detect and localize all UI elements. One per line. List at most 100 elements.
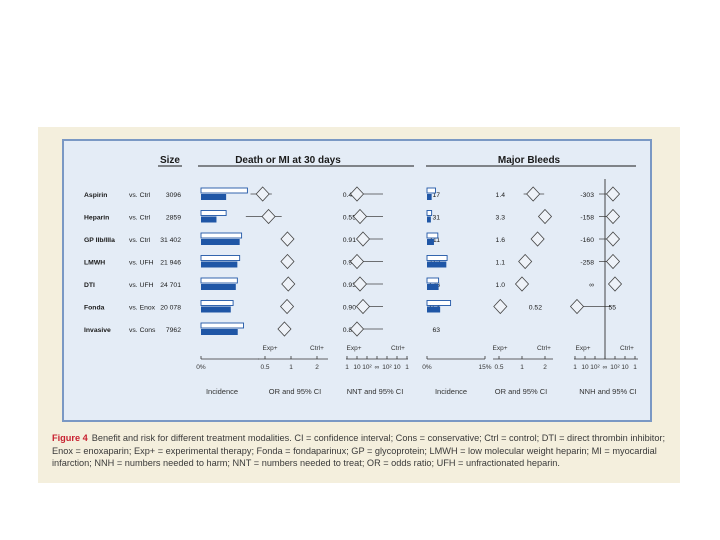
row-size: 2859 bbox=[166, 215, 181, 222]
death-or-diamond bbox=[281, 276, 296, 292]
death-incidence-exp-bar bbox=[200, 300, 234, 306]
forest-plot: Size Death or MI at 30 days Major Bleeds… bbox=[84, 155, 638, 396]
row-size: 3096 bbox=[166, 192, 181, 199]
bleed-incidence-ctrl-bar bbox=[427, 239, 434, 245]
nnh-diamond bbox=[607, 276, 623, 292]
nnh-value: ∞ bbox=[589, 282, 594, 289]
nnh-axis-tick-label: 1 bbox=[633, 364, 637, 371]
nnt-diamond bbox=[355, 298, 371, 315]
death-or-value: 0.47 bbox=[343, 192, 356, 199]
death-or-value: 0.90 bbox=[343, 305, 356, 312]
bleed-incidence-exp-bar bbox=[426, 277, 440, 284]
row-comparator: vs. UFH bbox=[129, 282, 154, 289]
bleed-or-value: 1.1 bbox=[496, 260, 506, 267]
bleed-incidence-exp-bar bbox=[426, 210, 433, 216]
nnt-exp-label: Exp+ bbox=[347, 345, 362, 352]
death-or-value: 0.91 bbox=[343, 237, 356, 244]
bleed-or-axis-tick-label: 1 bbox=[520, 364, 524, 371]
nnt-value: 63 bbox=[432, 327, 440, 334]
header-size: Size bbox=[160, 155, 180, 166]
death-or-diamond bbox=[277, 321, 292, 337]
row-comparator: vs. Ctrl bbox=[129, 237, 151, 244]
row-size: 21 946 bbox=[160, 260, 181, 267]
nnt-diamond bbox=[349, 253, 365, 270]
bleed-or-axis-tick-label: 2 bbox=[543, 364, 547, 371]
nnh-axis-label: NNH and 95% CI bbox=[579, 387, 637, 396]
death-incidence-ctrl-bar bbox=[201, 284, 236, 290]
row-size: 20 078 bbox=[160, 305, 181, 312]
bleed-or-diamond bbox=[526, 186, 541, 202]
death-or-value: 0.93 bbox=[343, 282, 356, 289]
bleed-or-diamond bbox=[530, 231, 545, 247]
death-or-diamond bbox=[280, 298, 295, 315]
death-or-ctrl-label: Ctrl+ bbox=[310, 345, 324, 352]
death-incidence-exp-bar bbox=[200, 232, 243, 239]
bleed-incidence-axis-tick-label: 15% bbox=[478, 364, 491, 371]
nnt-diamond bbox=[355, 231, 371, 247]
bleed-or-ctrl-label: Ctrl+ bbox=[537, 345, 551, 352]
death-incidence-exp-bar bbox=[200, 322, 244, 329]
row-name: Fonda bbox=[84, 305, 105, 312]
bleed-incidence-axis-tick-label: 0% bbox=[422, 364, 432, 371]
forest-row: Invasive vs. Cons 7962 0.84 63 bbox=[84, 321, 440, 337]
caption-label: Figure 4 bbox=[52, 433, 88, 443]
header-death-mi: Death or MI at 30 days bbox=[235, 155, 341, 166]
death-incidence-ctrl-bar bbox=[201, 306, 231, 313]
death-or-axis-tick-label: 2 bbox=[315, 364, 319, 371]
death-or-diamond bbox=[280, 231, 295, 247]
nnh-value: -258 bbox=[580, 260, 594, 267]
death-incidence-ctrl-bar bbox=[201, 329, 238, 335]
death-incidence-ctrl-bar bbox=[201, 194, 227, 200]
death-or-axis-label: OR and 95% CI bbox=[269, 387, 322, 396]
nnh-diamond bbox=[605, 253, 621, 270]
death-or-value: 0.91 bbox=[343, 260, 356, 267]
nnt-axis-tick-label: 10² bbox=[362, 364, 372, 371]
row-comparator: vs. Cons bbox=[129, 327, 156, 334]
row-comparator: vs. Enox bbox=[129, 305, 156, 312]
row-name: LMWH bbox=[84, 260, 105, 267]
bleed-or-diamond bbox=[537, 208, 553, 225]
bleed-or-axis-label: OR and 95% CI bbox=[495, 387, 548, 396]
nnt-axis-tick-label: ∞ bbox=[375, 364, 380, 371]
nnh-diamond bbox=[605, 231, 621, 247]
death-incidence-ctrl-bar bbox=[201, 261, 238, 268]
bleed-incidence-exp-bar bbox=[426, 187, 436, 194]
death-or-axis-tick-label: 1 bbox=[289, 364, 293, 371]
row-comparator: vs. Ctrl bbox=[129, 215, 151, 222]
nnh-axis-tick-label: 10² bbox=[610, 364, 620, 371]
figure-caption: Figure 4 Benefit and risk for different t… bbox=[52, 432, 672, 470]
nnh-value: -158 bbox=[580, 215, 594, 222]
row-name: Heparin bbox=[84, 215, 109, 222]
death-incidence-exp-bar bbox=[200, 187, 248, 194]
bleed-incidence-axis-label: Incidence bbox=[435, 387, 467, 396]
bleed-or-diamond bbox=[493, 298, 508, 315]
bleed-incidence-ctrl-bar bbox=[427, 284, 439, 290]
bleed-incidence-ctrl-bar bbox=[427, 194, 432, 200]
forest-row: GP IIb/IIIa vs. Ctrl 31 402 0.91 111 1.6 -160 bbox=[84, 231, 621, 247]
death-or-value: 0.55 bbox=[343, 215, 356, 222]
bleed-or-value: 1.0 bbox=[496, 282, 506, 289]
bleed-incidence-ctrl-bar bbox=[427, 216, 431, 223]
forest-row: Aspirin vs. Ctrl 3096 0.47 17 1.4 -303 bbox=[84, 186, 621, 202]
nnh-diamond bbox=[605, 186, 621, 202]
death-incidence-exp-bar bbox=[200, 255, 241, 261]
row-name: GP IIb/IIIa bbox=[84, 237, 115, 244]
row-name: Invasive bbox=[84, 327, 111, 334]
header-major-bleeds: Major Bleeds bbox=[498, 155, 561, 166]
bleed-incidence-ctrl-bar bbox=[427, 261, 447, 268]
nnh-ctrl-label: Ctrl+ bbox=[620, 345, 634, 352]
nnt-axis-tick-label: 10 bbox=[393, 364, 401, 371]
nnt-value: 17 bbox=[432, 192, 440, 199]
death-or-exp-label: Exp+ bbox=[263, 345, 278, 352]
bleed-or-axis-tick-label: 0.5 bbox=[494, 364, 503, 371]
bleed-or-diamond bbox=[518, 253, 533, 270]
nnt-ctrl-label: Ctrl+ bbox=[391, 345, 405, 352]
nnt-diamond bbox=[349, 186, 365, 202]
bleed-or-value: 0.52 bbox=[529, 305, 542, 312]
death-incidence-axis-label: Incidence bbox=[206, 387, 238, 396]
row-name: DTI bbox=[84, 282, 95, 289]
row-size: 31 402 bbox=[160, 237, 181, 244]
